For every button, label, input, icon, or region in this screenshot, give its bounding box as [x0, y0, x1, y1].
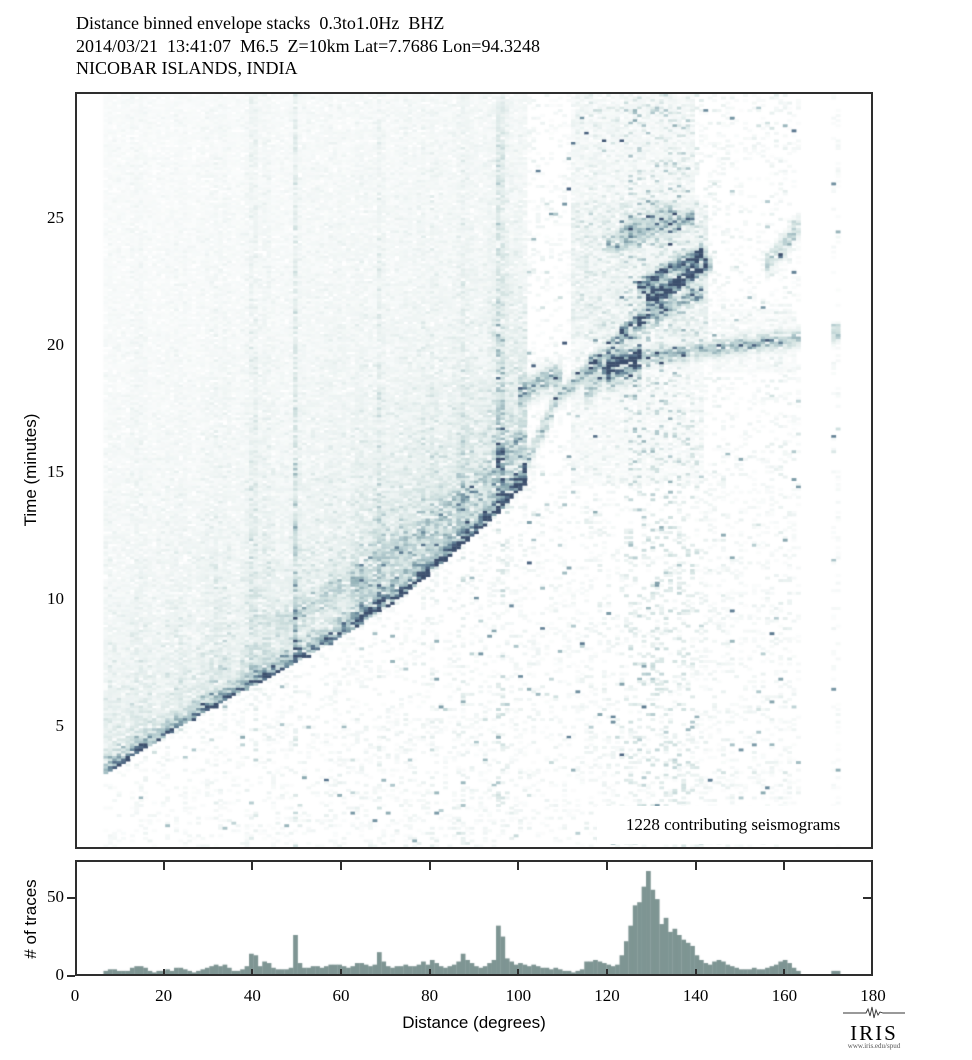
histogram-y-tick-label: 0	[55, 965, 65, 984]
tick-mark	[67, 897, 75, 899]
tick-mark	[428, 862, 431, 870]
histogram-x-tick-label: 60	[332, 986, 350, 1005]
histogram-y-tick-label: 50	[47, 887, 64, 906]
annotation-text: 1228 contributing seismograms	[625, 815, 841, 834]
iris-logo: IRIS www.iris.edu/spud	[836, 1006, 912, 1050]
envelope-stack-heatmap-canvas	[77, 94, 871, 847]
histogram-x-tick-label: 100	[505, 986, 532, 1005]
histogram-x-tick-label: 120	[594, 986, 620, 1005]
histogram-x-tick-label: 160	[771, 986, 798, 1005]
main-y-tick-label: 20	[47, 335, 64, 355]
main-y-tick-label: 10	[47, 589, 64, 609]
plot-title-line-2: 2014/03/21 13:41:07 M6.5 Z=10km Lat=7.76…	[76, 36, 540, 56]
plot-title-line-3: NICOBAR ISLANDS, INDIA	[76, 58, 298, 78]
tick-mark	[428, 969, 431, 974]
seismogram-squiggle-icon	[843, 1006, 905, 1019]
tick-mark	[162, 969, 165, 974]
main-y-tick-label: 5	[55, 716, 65, 736]
tick-mark	[606, 969, 608, 974]
tick-mark	[517, 969, 520, 974]
histogram-x-tick-label: 20	[155, 986, 173, 1005]
tick-mark	[783, 969, 786, 974]
tick-mark	[340, 862, 342, 870]
tick-mark	[863, 897, 871, 899]
tick-mark	[251, 969, 254, 974]
tick-mark	[517, 862, 520, 870]
contributing-seismograms-annotation: 1228 contributing seismograms	[597, 806, 869, 844]
iris-logo-text: IRIS	[850, 1021, 898, 1045]
histogram-x-tick-label: 80	[421, 986, 439, 1005]
trace-histogram-panel	[75, 860, 873, 976]
tick-mark	[340, 969, 342, 974]
tick-mark	[606, 862, 608, 870]
iris-logo-url: www.iris.edu/spud	[847, 1042, 901, 1050]
tick-mark	[67, 975, 75, 977]
tick-mark	[694, 969, 697, 974]
histogram-x-tick-label: 0	[70, 986, 80, 1005]
envelope-stack-panel	[75, 92, 873, 849]
histogram-x-tick-label: 180	[860, 986, 886, 1005]
tick-mark	[783, 862, 786, 870]
histogram-x-tick-label: 140	[682, 986, 709, 1005]
tick-mark	[694, 862, 697, 870]
trace-histogram-canvas	[77, 862, 871, 974]
histogram-x-tick-label: 40	[243, 986, 261, 1005]
tick-mark	[162, 862, 165, 870]
histogram-x-axis-title: Distance (degrees)	[402, 1013, 546, 1032]
plot-title-line-1: Distance binned envelope stacks 0.3to1.0…	[76, 13, 445, 33]
tick-mark	[251, 862, 254, 870]
main-y-tick-label: 25	[47, 208, 64, 227]
main-y-tick-label: 15	[47, 462, 64, 482]
